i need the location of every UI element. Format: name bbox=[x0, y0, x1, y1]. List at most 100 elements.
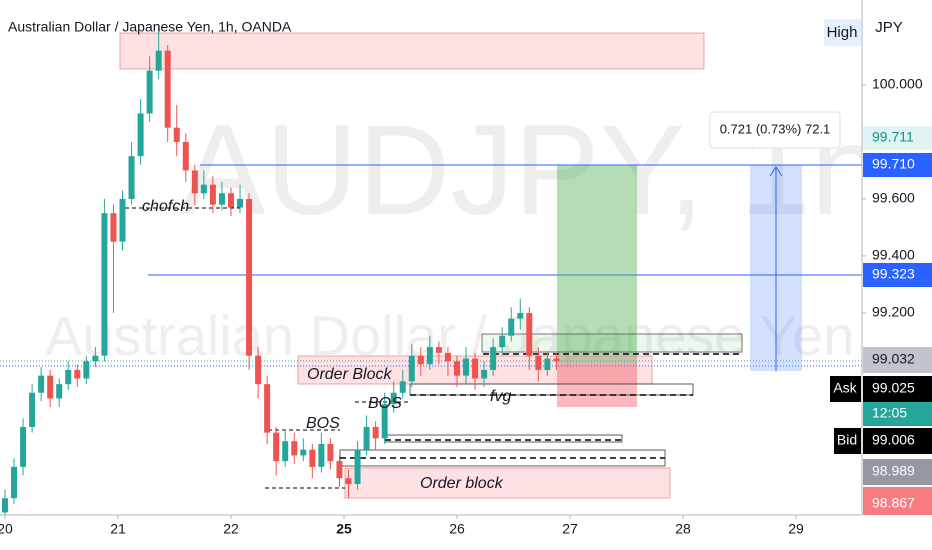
x-tick-label: 25 bbox=[336, 521, 352, 537]
button[interactable] bbox=[824, 19, 861, 46]
order-block-zone bbox=[344, 467, 671, 499]
annotations: chofch Order Block BOS BOS fvg Order blo… bbox=[142, 111, 841, 492]
candle-body bbox=[408, 355, 415, 382]
price-label-bg bbox=[863, 402, 932, 426]
price-label: 99.710 bbox=[872, 156, 915, 172]
candle-body bbox=[47, 375, 54, 399]
candle-body bbox=[372, 426, 379, 439]
price-label-bg bbox=[863, 263, 932, 287]
candle-body bbox=[282, 441, 289, 462]
candle-body bbox=[20, 426, 27, 467]
candle-body bbox=[345, 478, 352, 484]
annotation: BOS bbox=[368, 395, 402, 412]
price-labels: 99.711 99.710 99.323 99.032 Ask 99.025 1… bbox=[830, 126, 932, 515]
x-tick-label: 21 bbox=[110, 521, 126, 537]
candle-body bbox=[291, 441, 298, 456]
x-tick-label: 26 bbox=[449, 521, 465, 537]
button-label[interactable]: High bbox=[827, 24, 858, 41]
candle-body bbox=[363, 426, 370, 450]
x-tick-label: 20 bbox=[0, 521, 13, 537]
candle-body bbox=[399, 381, 406, 393]
y-tick-label: 99.200 bbox=[872, 304, 915, 320]
candle-body bbox=[544, 358, 551, 370]
x-tick-label: 29 bbox=[788, 521, 804, 537]
candle-body bbox=[318, 444, 325, 467]
countdown-label: 12:05 bbox=[872, 405, 907, 421]
candle-body bbox=[490, 347, 497, 370]
candle-body bbox=[155, 50, 162, 71]
candle-body bbox=[472, 358, 479, 379]
candle-body bbox=[309, 449, 316, 467]
candle-body bbox=[435, 347, 442, 353]
chart-title: Australian Dollar / Japanese Yen, 1h, OA… bbox=[8, 19, 292, 35]
measure-box bbox=[709, 111, 841, 149]
y-tick-label: 100.000 bbox=[872, 76, 923, 92]
candle-body bbox=[553, 358, 560, 362]
quote-label: Bid bbox=[837, 432, 857, 448]
quote-label: Ask bbox=[833, 380, 857, 396]
candle-body bbox=[526, 312, 533, 356]
candle-body bbox=[264, 384, 271, 433]
candle-body bbox=[110, 213, 117, 242]
price-label: 98.867 bbox=[872, 495, 915, 511]
target-zone bbox=[557, 165, 637, 364]
quote-bg bbox=[834, 428, 861, 454]
candle-body bbox=[246, 198, 253, 356]
price-label-bg bbox=[863, 487, 932, 515]
candle-body bbox=[237, 198, 244, 208]
candle-body bbox=[92, 355, 99, 362]
candle-body bbox=[300, 449, 307, 456]
annotation: Order block bbox=[420, 475, 504, 492]
annotation: Order Block bbox=[307, 366, 392, 383]
candle-body bbox=[101, 213, 108, 356]
candle-body bbox=[426, 347, 433, 365]
annotation: BOS bbox=[306, 415, 340, 432]
candle-body bbox=[218, 193, 225, 205]
candle-body bbox=[128, 156, 135, 199]
candle-body bbox=[56, 384, 63, 399]
candle-body bbox=[191, 170, 198, 194]
candle-body bbox=[354, 449, 361, 484]
annotation: fvg bbox=[490, 388, 511, 405]
price-label: 99.323 bbox=[872, 266, 915, 282]
price-label-bg bbox=[863, 347, 932, 373]
annotation: chofch bbox=[142, 198, 189, 215]
x-tick-label: 28 bbox=[675, 521, 691, 537]
y-tick-label: 99.400 bbox=[872, 247, 915, 263]
price-label-bg bbox=[863, 153, 932, 177]
candle-body bbox=[508, 318, 515, 336]
candle-body bbox=[173, 127, 180, 142]
currency-label[interactable]: JPY bbox=[875, 19, 903, 36]
y-tick-label: 99.600 bbox=[872, 190, 915, 206]
x-tick-label: 22 bbox=[223, 521, 239, 537]
supply-zone bbox=[119, 32, 705, 70]
candle-body bbox=[227, 193, 234, 208]
price-label: 99.006 bbox=[872, 432, 915, 448]
price-label-bg bbox=[863, 459, 932, 485]
candle-body bbox=[200, 184, 207, 194]
drawings bbox=[0, 32, 862, 499]
candle-body bbox=[390, 392, 397, 405]
candle-body bbox=[164, 50, 171, 128]
candle-body bbox=[209, 184, 216, 205]
x-tick-label: 27 bbox=[562, 521, 578, 537]
candle-body bbox=[453, 361, 460, 376]
candle-body bbox=[74, 369, 81, 379]
candle-body bbox=[255, 355, 262, 385]
measure-label: 0.721 (0.73%) 72.1 bbox=[720, 121, 831, 136]
candle-body bbox=[65, 369, 72, 385]
candle-body bbox=[29, 392, 36, 427]
price-label: 98.989 bbox=[872, 463, 915, 479]
price-label: 99.711 bbox=[872, 129, 914, 145]
candle-body bbox=[1, 498, 8, 513]
candle-body bbox=[481, 369, 488, 379]
candle-body bbox=[11, 466, 18, 499]
candle-body bbox=[444, 352, 451, 362]
box bbox=[481, 333, 743, 353]
price-label: 99.025 bbox=[872, 380, 915, 396]
candle-body bbox=[336, 461, 343, 479]
price-label: 99.032 bbox=[872, 351, 915, 367]
candle-body bbox=[137, 113, 144, 157]
candle-body bbox=[517, 312, 524, 319]
